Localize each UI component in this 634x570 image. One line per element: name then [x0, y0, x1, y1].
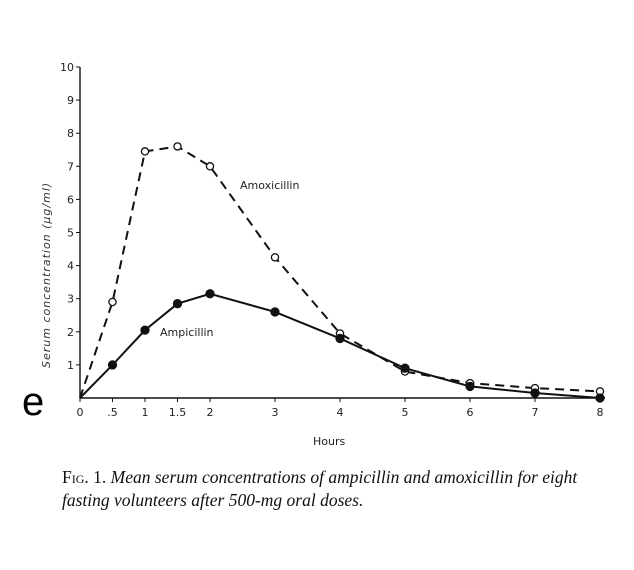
x-tick-label: 7 [532, 406, 539, 419]
series-line-amoxicillin [79, 145, 601, 399]
x-tick-label: 6 [467, 406, 474, 419]
y-tick-label: 9 [67, 94, 74, 107]
cropped-background-text: e [22, 380, 45, 424]
y-tick-label: 7 [67, 160, 74, 173]
data-point-amoxicillin [173, 142, 182, 151]
caption-label: Fig. 1. [62, 467, 107, 487]
figure-caption: Fig. 1. Mean serum concentrations of amp… [62, 466, 622, 512]
data-point-ampicillin [172, 299, 183, 309]
x-tick-label: 5 [402, 406, 409, 419]
data-point-amoxicillin [140, 147, 150, 156]
data-point-ampicillin [595, 393, 605, 403]
x-tick-label: 8 [597, 406, 604, 419]
x-tick-label: .5 [107, 406, 118, 419]
data-point-amoxicillin [108, 297, 117, 307]
x-tick-label: 0 [77, 406, 84, 419]
data-point-ampicillin [465, 381, 475, 392]
series-label-amoxicillin: Amoxicillin [240, 179, 299, 192]
data-point-ampicillin [205, 289, 215, 299]
x-tick-label: 3 [272, 406, 279, 419]
data-point-ampicillin [107, 360, 118, 370]
y-tick-label: 4 [67, 260, 74, 273]
axes: 1 2 3 4 5 6 7 8 9 10 0 .5 1 1.5 2 3 4 5 6 7 8 [60, 61, 605, 419]
data-point-ampicillin [400, 363, 410, 373]
x-tick-label: 1 [142, 406, 149, 419]
series-line-ampicillin [79, 292, 601, 399]
data-point-amoxicillin [270, 253, 280, 262]
y-tick-label: 10 [60, 61, 74, 74]
y-tick-label: 1 [67, 359, 74, 372]
series-group [79, 142, 605, 403]
caption-text: Mean serum concentrations of ampicillin … [62, 467, 578, 510]
x-axis-label: Hours [313, 435, 345, 448]
y-axis-label: Serum concentration (μg/ml) [40, 182, 53, 368]
y-tick-label: 8 [67, 127, 74, 140]
serum-concentration-chart: 1 2 3 4 5 6 7 8 9 10 0 .5 1 1.5 2 3 4 5 6 7 8 Amoxicillin Am… [40, 61, 605, 448]
data-point-ampicillin [530, 388, 540, 398]
data-point-amoxicillin [205, 162, 215, 171]
x-tick-label: 2 [207, 406, 214, 419]
y-tick-label: 5 [67, 227, 74, 240]
series-label-ampicillin: Ampicillin [160, 326, 214, 339]
data-point-ampicillin [140, 325, 150, 335]
x-tick-label: 4 [337, 406, 344, 419]
data-point-ampicillin [335, 333, 345, 344]
y-tick-label: 3 [67, 293, 74, 306]
y-tick-label: 6 [67, 193, 74, 206]
data-point-ampicillin [270, 307, 280, 317]
x-tick-label: 1.5 [169, 406, 187, 419]
y-tick-label: 2 [67, 326, 74, 339]
